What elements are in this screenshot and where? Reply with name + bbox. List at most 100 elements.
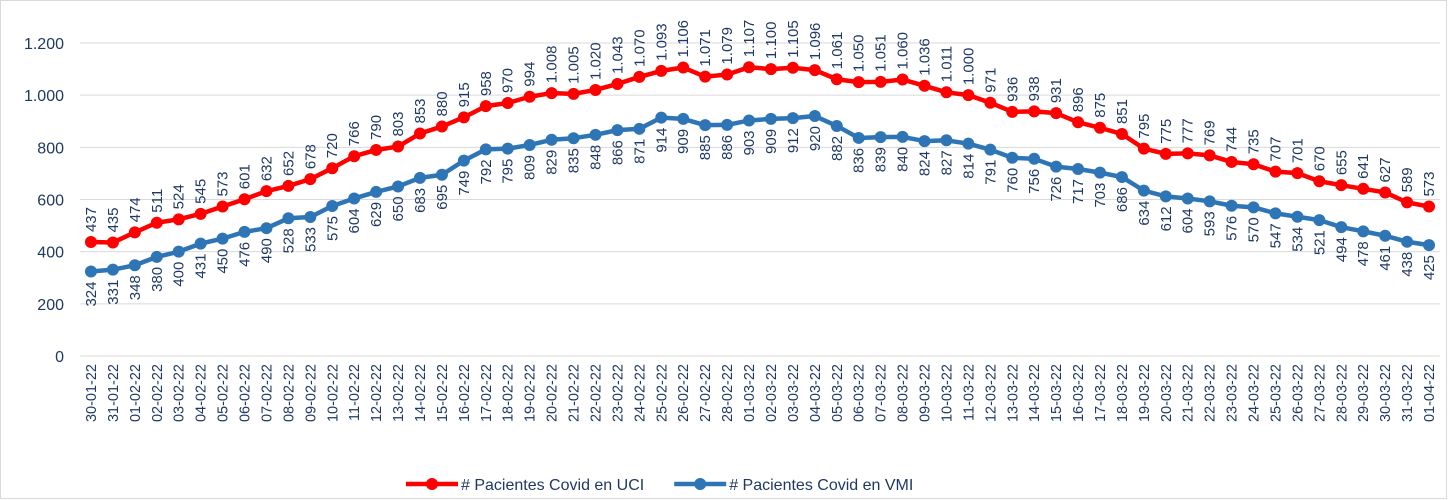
x-tick-label: 04-02-22 [194, 364, 210, 422]
data-point [479, 100, 492, 113]
data-label: 593 [1202, 211, 1219, 236]
data-label: 380 [149, 267, 166, 292]
data-label: 851 [1114, 99, 1131, 124]
x-tick-label: 26-03-22 [1290, 364, 1306, 422]
data-label: 886 [719, 135, 736, 160]
x-tick-label: 06-03-22 [852, 364, 868, 422]
x-tick-label: 28-02-22 [720, 364, 736, 422]
data-label: 601 [237, 164, 254, 189]
data-point [721, 118, 734, 131]
data-point [896, 130, 909, 143]
data-label: 629 [368, 202, 385, 227]
data-point [150, 216, 163, 229]
data-point [194, 207, 207, 220]
x-tick-label: 31-03-22 [1400, 364, 1416, 422]
data-label: 769 [1202, 120, 1219, 145]
data-label: 627 [1377, 157, 1394, 182]
data-point [84, 265, 97, 278]
data-point [282, 212, 295, 225]
data-point [743, 114, 756, 127]
data-label: 641 [1355, 154, 1372, 179]
data-label: 703 [1092, 183, 1109, 208]
data-point [1247, 158, 1260, 171]
data-point [304, 173, 317, 186]
x-tick-label: 22-02-22 [588, 364, 604, 422]
data-label: 744 [1224, 127, 1241, 152]
x-tick-label: 19-03-22 [1137, 364, 1153, 422]
data-point [1291, 210, 1304, 223]
data-label: 438 [1399, 252, 1416, 277]
data-point [238, 225, 251, 238]
data-point [1137, 142, 1150, 155]
data-label: 809 [522, 155, 539, 180]
x-tick-label: 09-02-22 [303, 364, 319, 422]
data-label: 835 [566, 148, 583, 173]
data-label: 880 [434, 91, 451, 116]
x-tick-label: 18-03-22 [1115, 364, 1131, 422]
data-label: 1.051 [873, 34, 890, 72]
data-point [1247, 201, 1260, 214]
data-point [238, 193, 251, 206]
x-tick-label: 05-03-22 [830, 364, 846, 422]
data-point [150, 250, 163, 263]
x-tick-label: 25-02-22 [654, 364, 670, 422]
x-tick-label: 30-03-22 [1378, 364, 1394, 422]
data-label: 853 [412, 98, 429, 123]
data-label: 790 [368, 115, 385, 140]
data-point [918, 79, 931, 92]
x-tick-label: 07-03-22 [874, 364, 890, 422]
data-label: 1.011 [938, 46, 955, 82]
data-label: 827 [938, 150, 955, 175]
data-point [1181, 147, 1194, 160]
data-point [1335, 179, 1348, 192]
data-point [918, 135, 931, 148]
data-point [567, 132, 580, 145]
data-point [1423, 239, 1436, 252]
data-label: 701 [1289, 138, 1306, 163]
data-label: 720 [324, 133, 341, 158]
data-label: 1.060 [895, 32, 912, 70]
data-point [172, 213, 185, 226]
data-label: 570 [1246, 217, 1263, 242]
data-label: 612 [1158, 206, 1175, 231]
x-tick-label: 14-02-22 [413, 364, 429, 422]
legend-marker [426, 478, 438, 490]
x-tick-label: 29-03-22 [1356, 364, 1372, 422]
data-point [1357, 225, 1370, 238]
data-label: 545 [193, 179, 210, 204]
data-label: 814 [960, 154, 977, 179]
data-label: 604 [1180, 208, 1197, 233]
data-point [523, 138, 536, 151]
data-label: 683 [412, 188, 429, 213]
data-label: 573 [215, 172, 232, 197]
data-label: 726 [1048, 177, 1065, 202]
data-point [260, 185, 273, 198]
data-label: 1.036 [917, 38, 934, 76]
x-tick-label: 08-02-22 [281, 364, 297, 422]
x-tick-label: 13-02-22 [391, 364, 407, 422]
data-label: 490 [258, 238, 275, 263]
y-tick-label: 1.200 [24, 36, 64, 53]
data-point [282, 179, 295, 192]
x-tick-label: 30-01-22 [84, 364, 100, 422]
data-point [677, 61, 690, 74]
data-point [1115, 171, 1128, 184]
data-point [1028, 152, 1041, 165]
data-label: 576 [1224, 216, 1241, 241]
data-point [216, 232, 229, 245]
legend-label: # Pacientes Covid en UCI [461, 477, 644, 494]
data-point [457, 154, 470, 167]
data-point [1159, 147, 1172, 160]
data-point [106, 236, 119, 249]
data-label: 1.050 [851, 35, 868, 73]
data-point [940, 86, 953, 99]
x-tick-label: 22-03-22 [1203, 364, 1219, 422]
data-label: 1.008 [544, 46, 561, 84]
data-point [457, 111, 470, 124]
data-label: 431 [193, 254, 210, 279]
data-point [414, 127, 426, 140]
x-tick-label: 11-02-22 [347, 364, 363, 421]
data-label: 511 [149, 189, 166, 213]
data-point [1072, 162, 1085, 175]
